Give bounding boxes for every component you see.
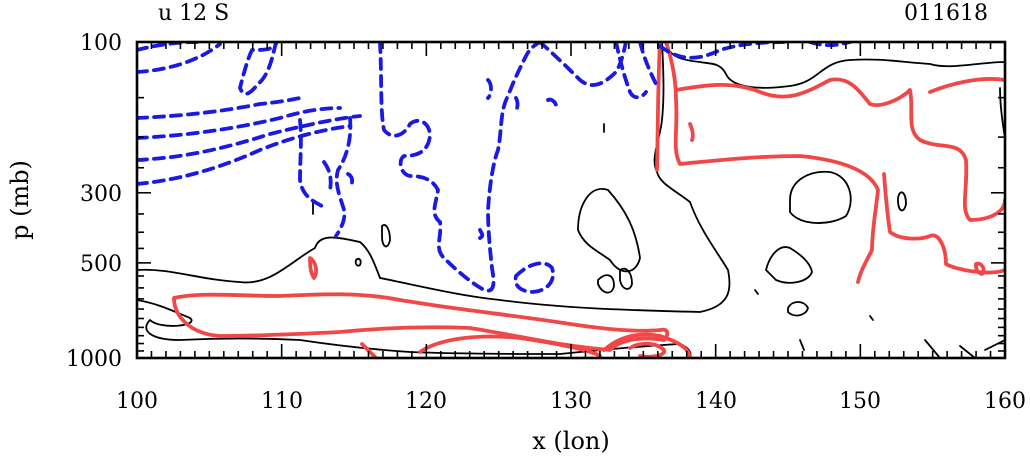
x-tick-label: 140 xyxy=(695,389,737,414)
plot-frame xyxy=(135,40,1007,360)
contour-lines xyxy=(137,42,1005,358)
chart-title-left: u 12 S xyxy=(158,1,229,26)
x-tick-label: 120 xyxy=(405,389,447,414)
x-tick-label: 160 xyxy=(984,389,1026,414)
x-tick-labels: 100 110 120 130 140 150 160 xyxy=(116,389,1026,414)
x-tick-label: 130 xyxy=(550,389,592,414)
y-tick-labels: 100 300 500 1000 xyxy=(66,31,122,372)
positive-contours xyxy=(172,42,1005,358)
negative-contours xyxy=(137,42,852,294)
y-tick-label: 1000 xyxy=(66,347,122,372)
y-axis-label: p (mb) xyxy=(6,160,34,240)
y-tick-label: 500 xyxy=(80,252,122,277)
x-axis-label: x (lon) xyxy=(532,427,609,455)
y-tick-label: 300 xyxy=(80,182,122,207)
y-tick-label: 100 xyxy=(80,31,122,56)
tick-marks xyxy=(136,41,1006,359)
x-tick-label: 150 xyxy=(839,389,881,414)
chart-title-right: 011618 xyxy=(904,1,988,26)
zero-contours xyxy=(137,42,1005,358)
x-tick-label: 110 xyxy=(261,389,303,414)
x-tick-label: 100 xyxy=(116,389,158,414)
